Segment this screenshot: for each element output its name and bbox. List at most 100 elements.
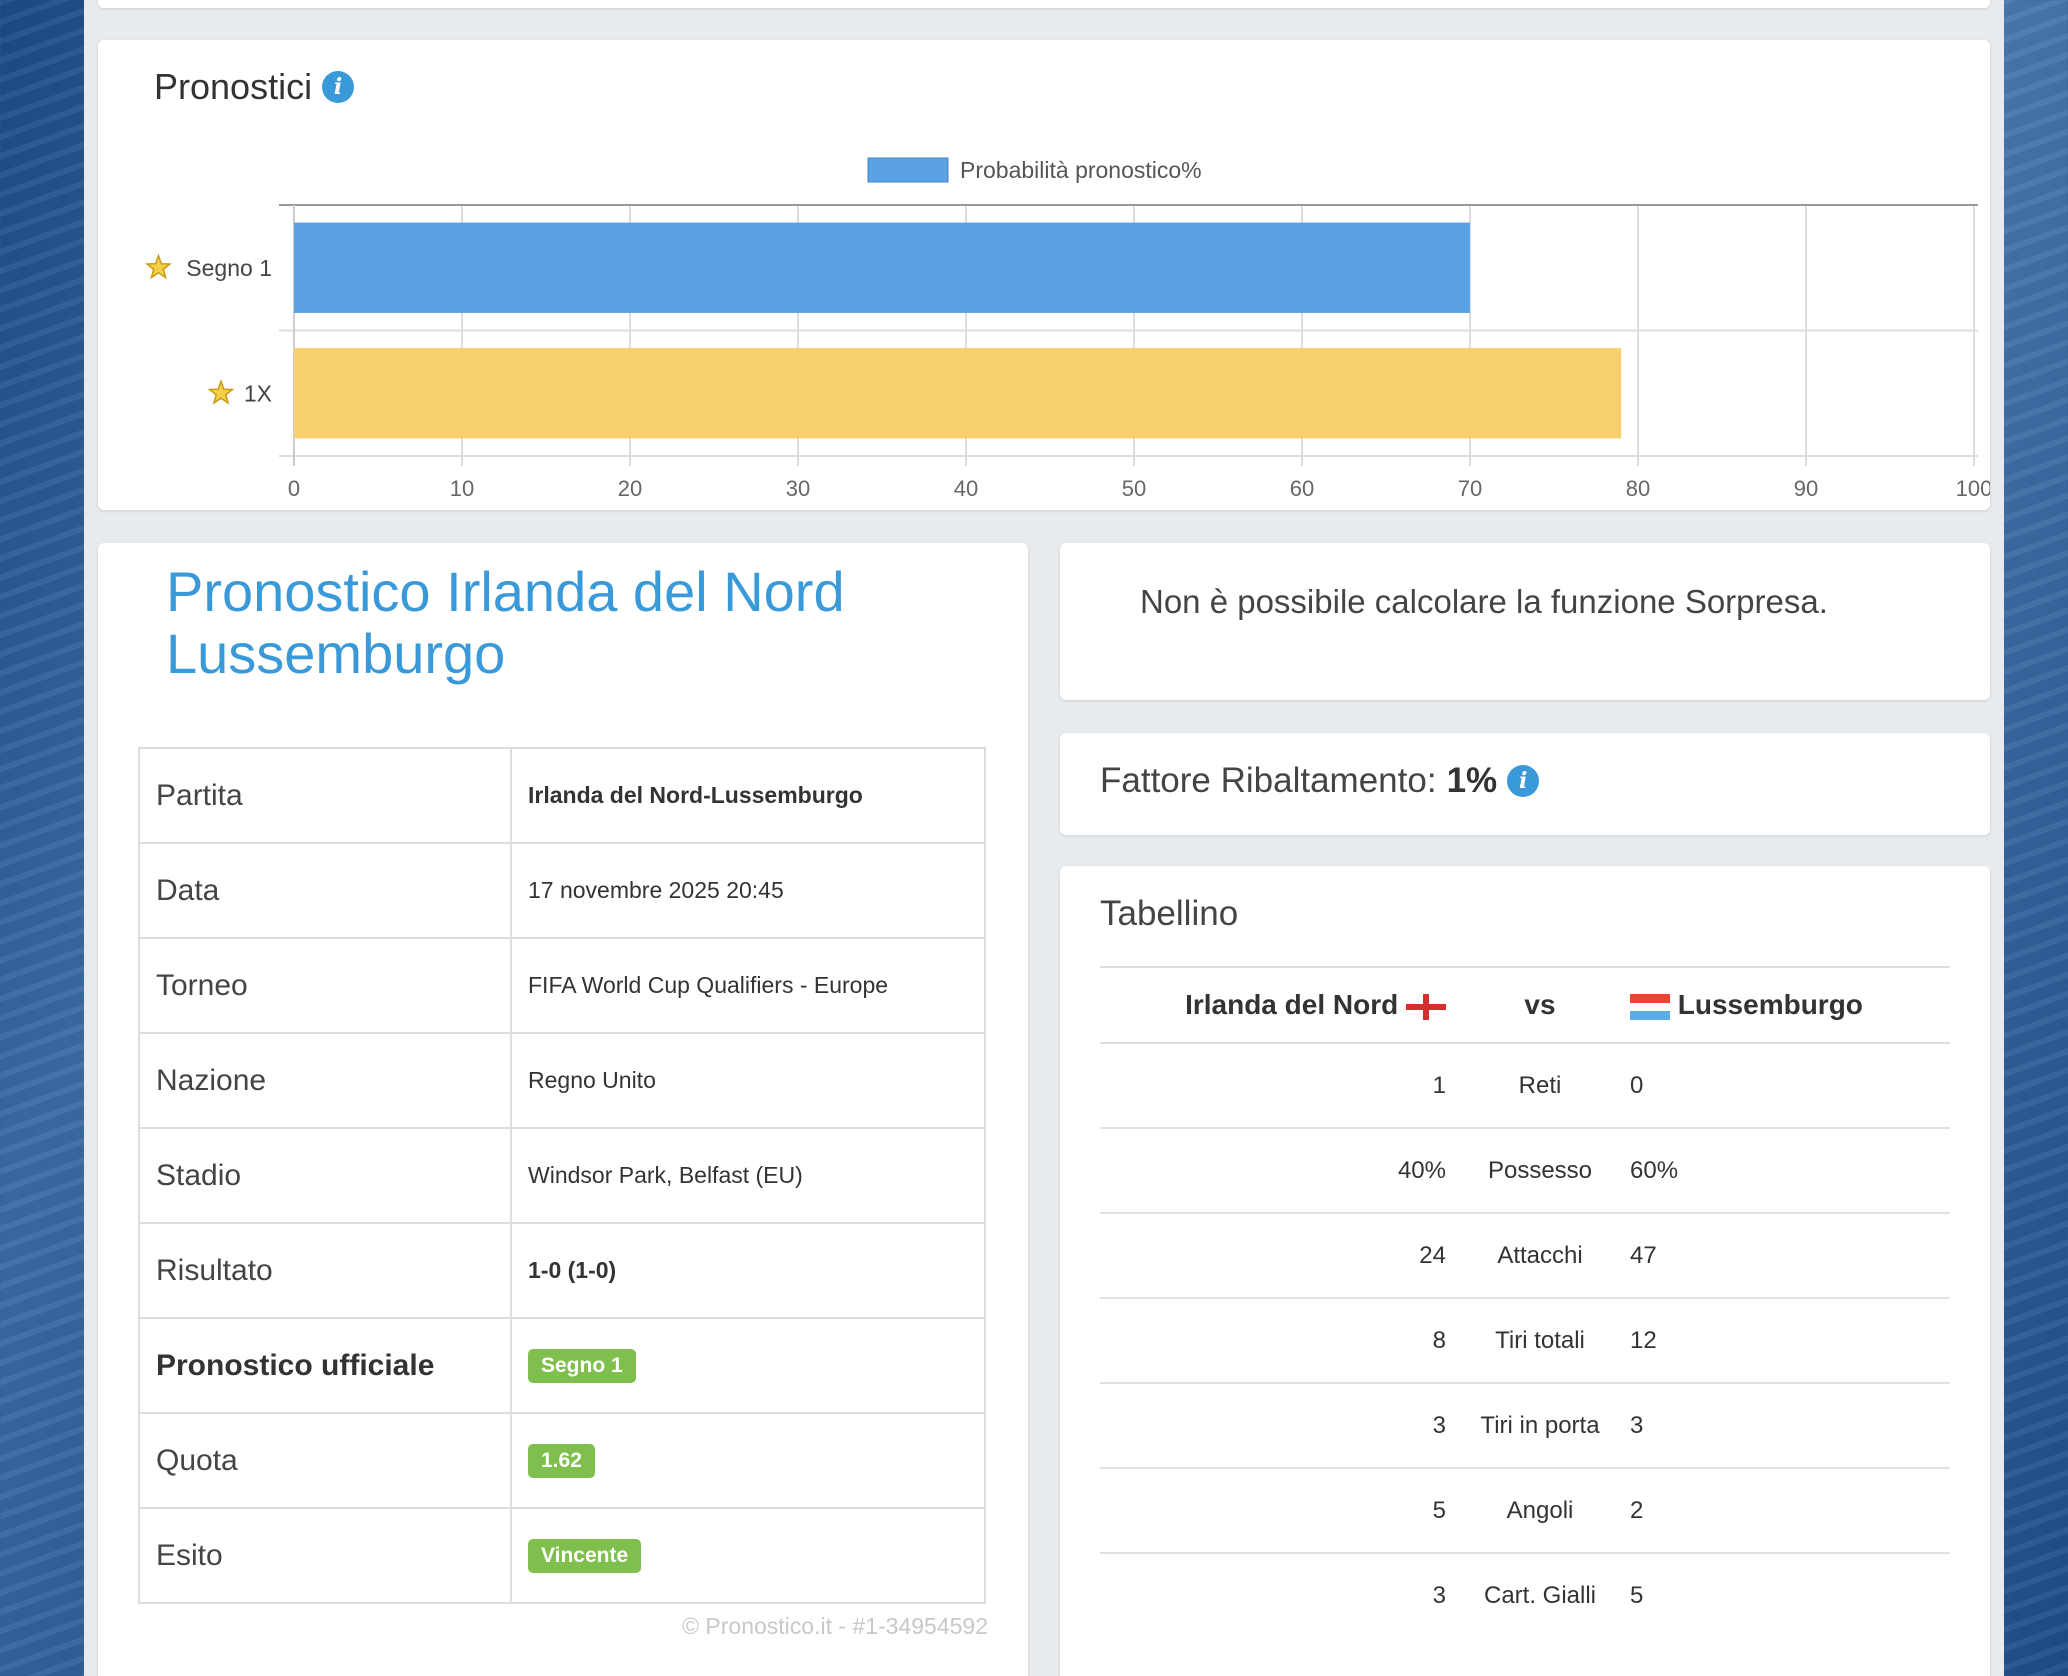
- table-row: Risultato 1-0 (1-0): [138, 1222, 986, 1319]
- x-tick-label: 10: [450, 476, 474, 501]
- legend-swatch: [867, 157, 949, 183]
- x-tick-label: 60: [1290, 476, 1314, 501]
- x-tick-label: 40: [954, 476, 978, 501]
- row-key-partita: Partita: [138, 747, 512, 844]
- x-tick-label: 100: [1956, 476, 1990, 501]
- previous-card-edge: [98, 0, 1990, 8]
- tabellino-table: Irlanda del Nord vs: [1100, 966, 1950, 1638]
- tabellino-header: Irlanda del Nord vs: [1100, 966, 1950, 1044]
- stat-label: Tiri in porta: [1470, 1383, 1610, 1469]
- stat-home: 40%: [1100, 1128, 1470, 1214]
- table-row: Stadio Windsor Park, Belfast (EU): [138, 1127, 986, 1224]
- stat-home: 3: [1100, 1383, 1470, 1469]
- info-icon[interactable]: i: [1507, 765, 1540, 797]
- stat-home: 24: [1100, 1213, 1470, 1299]
- fattore-row: Fattore Ribaltamento: 1% i: [1100, 761, 1540, 801]
- stat-label: Tiri totali: [1470, 1298, 1610, 1384]
- row-value-pronostico: Segno 1: [510, 1317, 986, 1414]
- tabellino-title: Tabellino: [1100, 894, 1239, 933]
- fattore-label: Fattore Ribaltamento:: [1100, 761, 1437, 800]
- match-heading: Pronostico Irlanda del Nord Lussemburgo: [166, 560, 845, 685]
- row-key-nazione: Nazione: [138, 1032, 512, 1129]
- vs-label: vs: [1470, 966, 1610, 1044]
- row-key-torneo: Torneo: [138, 937, 512, 1034]
- row-value-data: 17 novembre 2025 20:45: [510, 842, 986, 939]
- page-content: Pronostici i 0 10 20 30 40 50 60 70 80 90 100 Segno…: [84, 0, 2004, 1676]
- home-team-cell: Irlanda del Nord: [1100, 966, 1470, 1044]
- info-icon[interactable]: i: [322, 71, 355, 103]
- chart-title: Pronostici i: [154, 66, 355, 108]
- row-key-risultato: Risultato: [138, 1222, 512, 1319]
- home-team-name: Irlanda del Nord: [1185, 989, 1399, 1020]
- row-value-risultato: 1-0 (1-0): [510, 1222, 986, 1319]
- table-row: Data 17 novembre 2025 20:45: [138, 842, 986, 939]
- table-row: Pronostico ufficiale Segno 1: [138, 1317, 986, 1414]
- stat-away: 12: [1610, 1298, 1950, 1384]
- pronostici-card: Pronostici i 0 10 20 30 40 50 60 70 80 90 100 Segno…: [98, 40, 1990, 510]
- tabellino-card: Tabellino Irlanda del Nord vs: [1060, 866, 1990, 1676]
- table-row: Esito Vincente: [138, 1507, 986, 1604]
- copyright-text: © Pronostico.it - #1-34954592: [682, 1613, 988, 1639]
- x-tick-label: 70: [1458, 476, 1482, 501]
- row-value-stadio: Windsor Park, Belfast (EU): [510, 1127, 986, 1224]
- stat-home: 3: [1432, 1582, 1446, 1609]
- x-tick-label: 50: [1122, 476, 1146, 501]
- stat-row: 8 Tiri totali 12: [1100, 1298, 1950, 1384]
- row-key-data: Data: [138, 842, 512, 939]
- pronostico-badge: Segno 1: [528, 1348, 636, 1383]
- probability-chart: 0 10 20 30 40 50 60 70 80 90 100 Segno 1 1X Probabili…: [145, 157, 1990, 501]
- match-info-table: Partita Irlanda del Nord-Lussemburgo Dat…: [138, 747, 986, 1604]
- table-row: Torneo FIFA World Cup Qualifiers - Europ…: [138, 937, 986, 1034]
- stat-row: 5 Angoli 2: [1100, 1468, 1950, 1554]
- bar-1x: [294, 348, 1622, 439]
- quota-badge: 1.62: [528, 1443, 595, 1478]
- luxembourg-flag-icon: [1630, 993, 1670, 1020]
- sorpresa-card: Non è possibile calcolare la funzione So…: [1060, 543, 1990, 700]
- fattore-card: Fattore Ribaltamento: 1% i: [1060, 733, 1990, 835]
- stat-away: 0: [1610, 1043, 1950, 1129]
- row-value-partita: Irlanda del Nord-Lussemburgo: [510, 747, 986, 844]
- stat-row: 1 Reti 0: [1100, 1043, 1950, 1129]
- table-row: Quota 1.62: [138, 1412, 986, 1509]
- sorpresa-text: Non è possibile calcolare la funzione So…: [1140, 583, 1828, 620]
- stat-row: 24 Attacchi 47: [1100, 1213, 1950, 1299]
- stat-row: 40% Possesso 60%: [1100, 1128, 1950, 1214]
- stat-home: 5: [1100, 1468, 1470, 1554]
- away-team-name: Lussemburgo: [1677, 989, 1863, 1020]
- away-team-cell: Lussemburgo: [1610, 966, 1950, 1044]
- northern-ireland-flag-icon: [1406, 993, 1446, 1020]
- stat-away: 3: [1610, 1383, 1950, 1469]
- stat-away: 2: [1610, 1468, 1950, 1554]
- star-icon: [145, 253, 172, 280]
- row-value-quota: 1.62: [510, 1412, 986, 1509]
- stat-row: 3 Tiri in porta 3: [1100, 1383, 1950, 1469]
- stat-away: 47: [1610, 1213, 1950, 1299]
- row-value-torneo: FIFA World Cup Qualifiers - Europe: [510, 937, 986, 1034]
- match-info-card: Pronostico Irlanda del Nord Lussemburgo …: [98, 543, 1028, 1676]
- stat-label: Attacchi: [1470, 1213, 1610, 1299]
- table-row: Nazione Regno Unito: [138, 1032, 986, 1129]
- legend-label: Probabilità pronostico%: [960, 157, 1202, 183]
- stat-row: 3 Cart. Gialli 5: [1100, 1553, 1950, 1638]
- star-icon: [207, 379, 235, 405]
- esito-badge: Vincente: [528, 1538, 642, 1573]
- x-tick-label: 90: [1794, 476, 1818, 501]
- x-tick-label: 20: [618, 476, 642, 501]
- chart-title-text: Pronostici: [154, 66, 313, 107]
- stat-away: 60%: [1610, 1128, 1950, 1214]
- table-row: Partita Irlanda del Nord-Lussemburgo: [138, 747, 986, 844]
- row-key-stadio: Stadio: [138, 1127, 512, 1224]
- stat-label: Possesso: [1470, 1128, 1610, 1214]
- stat-home: 1: [1100, 1043, 1470, 1129]
- x-tick-label: 0: [288, 476, 300, 501]
- stat-away: 5: [1630, 1582, 1644, 1609]
- stat-label: Angoli: [1470, 1468, 1610, 1554]
- bar-segno-1: [294, 222, 1470, 313]
- stat-label: Reti: [1470, 1043, 1610, 1129]
- category-label: Segno 1: [186, 255, 272, 281]
- stat-home: 8: [1100, 1298, 1470, 1384]
- row-value-nazione: Regno Unito: [510, 1032, 986, 1129]
- row-key-pronostico: Pronostico ufficiale: [138, 1317, 512, 1414]
- stat-label: Cart. Gialli: [1483, 1582, 1597, 1609]
- category-label: 1X: [244, 380, 272, 406]
